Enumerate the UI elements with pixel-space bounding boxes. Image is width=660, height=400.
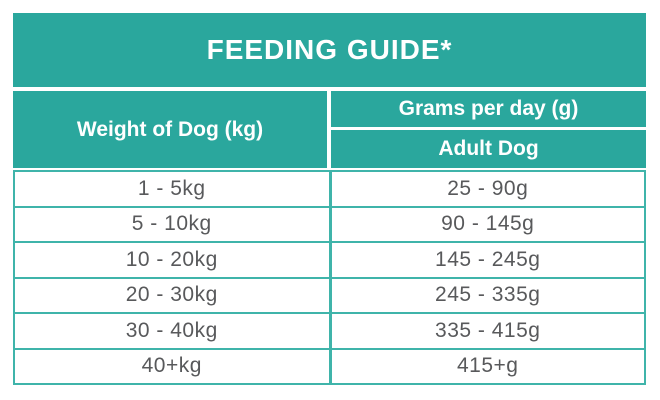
grams-cell: 145 - 245g — [329, 241, 646, 279]
header-grams-stack: Grams per day (g) Adult Dog — [331, 91, 646, 168]
table-row: 10 - 20kg 145 - 245g — [13, 241, 646, 279]
grams-cell: 415+g — [329, 347, 646, 385]
header-adult-dog-cell: Adult Dog — [331, 130, 646, 168]
weight-cell: 10 - 20kg — [13, 241, 332, 279]
weight-cell: 40+kg — [13, 347, 332, 385]
weight-cell: 5 - 10kg — [13, 205, 332, 243]
weight-cell: 1 - 5kg — [13, 170, 332, 208]
table-title: FEEDING GUIDE* — [206, 34, 453, 65]
table-body: 1 - 5kg 25 - 90g 5 - 10kg 90 - 145g 10 -… — [13, 170, 646, 385]
table-row: 40+kg 415+g — [13, 347, 646, 385]
table-row: 20 - 30kg 245 - 335g — [13, 276, 646, 314]
table-header-row: Weight of Dog (kg) Grams per day (g) Adu… — [13, 91, 646, 168]
header-grams-per-day-cell: Grams per day (g) — [331, 91, 646, 127]
grams-cell: 25 - 90g — [329, 170, 646, 208]
grams-cell: 90 - 145g — [329, 205, 646, 243]
table-title-bar: FEEDING GUIDE* — [13, 13, 646, 87]
feeding-guide-table: FEEDING GUIDE* Weight of Dog (kg) Grams … — [13, 13, 646, 385]
header-weight-of-dog-cell: Weight of Dog (kg) — [13, 91, 327, 168]
header-grams-per-day-label: Grams per day (g) — [398, 97, 579, 120]
table-row: 30 - 40kg 335 - 415g — [13, 312, 646, 350]
weight-cell: 30 - 40kg — [13, 312, 332, 350]
header-adult-dog-label: Adult Dog — [438, 137, 539, 160]
table-row: 1 - 5kg 25 - 90g — [13, 170, 646, 208]
grams-cell: 335 - 415g — [329, 312, 646, 350]
header-weight-of-dog-label: Weight of Dog (kg) — [76, 117, 264, 141]
weight-cell: 20 - 30kg — [13, 276, 332, 314]
table-row: 5 - 10kg 90 - 145g — [13, 205, 646, 243]
grams-cell: 245 - 335g — [329, 276, 646, 314]
